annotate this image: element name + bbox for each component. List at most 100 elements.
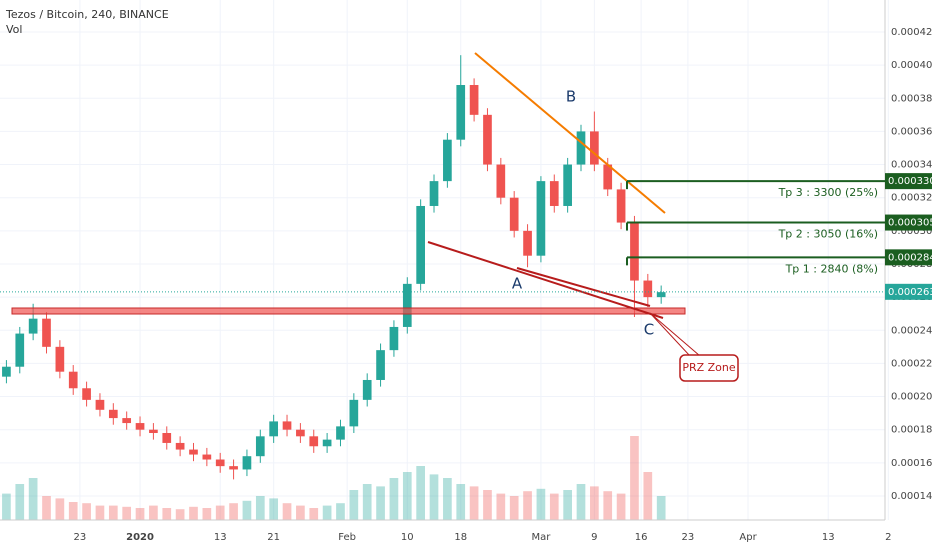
volume-bar — [15, 484, 25, 520]
volume-bar — [82, 503, 91, 520]
x-tick-label: 21 — [267, 532, 280, 543]
candle-body — [108, 409, 118, 419]
volume-bar — [229, 503, 238, 520]
candle-body — [189, 449, 198, 455]
volume-bar — [496, 493, 506, 520]
volume-bar — [563, 490, 572, 520]
wave-label: C — [644, 321, 654, 339]
volume-bar — [42, 496, 51, 520]
volume-bar — [402, 472, 412, 520]
volume-bar — [95, 505, 105, 520]
volume-bar — [242, 500, 252, 520]
volume-bar — [68, 502, 78, 520]
volume-bar — [389, 478, 399, 520]
candle-body — [549, 181, 559, 206]
volume-bar — [175, 509, 185, 520]
price-label-box — [885, 173, 932, 190]
y-tick-label: 0.0004200 — [891, 27, 932, 38]
volume-bar — [149, 505, 158, 520]
x-tick-label: Mar — [531, 532, 551, 543]
candle-body — [322, 439, 332, 447]
volume-bar — [616, 493, 626, 520]
volume-bar — [416, 466, 425, 520]
callout-box — [679, 354, 739, 382]
y-tick-label: 0.0001400 — [891, 491, 932, 502]
price-label: 0.0003300 — [888, 176, 932, 187]
volume-bar — [189, 506, 198, 520]
candle-layer — [2, 55, 666, 480]
x-tick-label: 16 — [635, 532, 648, 543]
x-tick-label: 10 — [401, 532, 414, 543]
candle-body — [349, 399, 359, 427]
x-tick-label: 9 — [591, 532, 597, 543]
callout-pointer — [649, 312, 702, 357]
volume-bar — [296, 505, 305, 520]
price-label-box — [885, 214, 932, 231]
wave-label: B — [566, 88, 576, 106]
candle-body — [483, 114, 492, 165]
candle-body — [656, 292, 666, 298]
candle-body — [215, 459, 225, 467]
x-tick-label: 13 — [214, 532, 227, 543]
candle-body — [523, 230, 532, 256]
price-label-box — [885, 283, 932, 300]
volume-bar — [135, 508, 145, 520]
candle-body — [509, 197, 519, 231]
candle-body — [282, 421, 292, 430]
volume-bar — [362, 484, 372, 520]
x-tick-label: 18 — [454, 532, 467, 543]
candle-body — [82, 388, 91, 400]
x-tick-label: 2020 — [126, 532, 154, 543]
volume-bar — [643, 472, 653, 520]
candle-body — [28, 318, 38, 334]
x-tick-label: 23 — [682, 532, 695, 543]
volume-bar — [536, 488, 546, 520]
candle-body — [95, 399, 105, 410]
callout-text: PRZ Zone — [682, 361, 736, 374]
candle-body — [55, 346, 65, 372]
y-tick-label: 0.0001800 — [891, 425, 932, 436]
volume-bar — [108, 505, 118, 520]
y-tick-label: 0.0002000 — [891, 392, 932, 403]
indicator-label: Vol — [6, 23, 22, 36]
volume-bar — [269, 498, 279, 520]
volume-bar — [443, 478, 452, 520]
candle-body — [202, 454, 212, 460]
volume-bar — [2, 493, 11, 520]
volume-bar — [549, 493, 559, 520]
volume-bar — [336, 503, 345, 520]
prz-zone — [11, 307, 686, 315]
volume-bar — [309, 508, 319, 520]
volume-bar — [322, 505, 332, 520]
candle-body — [296, 429, 305, 437]
y-tick-label: 0.0002400 — [891, 325, 932, 336]
volume-bar — [282, 503, 292, 520]
volume-bar — [509, 496, 519, 520]
x-tick-label: Feb — [338, 532, 356, 543]
candle-body — [429, 181, 439, 206]
target-text: Tp 1 : 2840 (8%) — [785, 262, 878, 275]
volume-bar — [28, 478, 38, 520]
candle-body — [402, 283, 412, 327]
candle-body — [443, 139, 452, 182]
trendline — [516, 267, 651, 307]
y-tick-label: 0.0003000 — [891, 226, 932, 237]
candle-body — [376, 350, 385, 380]
x-tick-label: Apr — [739, 532, 757, 543]
candle-body — [68, 371, 78, 389]
volume-bar — [122, 506, 132, 520]
volume-bar — [483, 490, 492, 520]
candle-body — [42, 318, 51, 347]
volume-bar — [376, 486, 385, 520]
candle-body — [389, 326, 399, 351]
candle-body — [242, 456, 252, 470]
candle-body — [2, 366, 11, 377]
volume-bar — [55, 498, 65, 520]
candle-body — [229, 466, 238, 470]
candle-body — [362, 379, 372, 400]
volume-layer — [2, 436, 666, 520]
target-text: Tp 3 : 3300 (25%) — [778, 186, 878, 199]
y-tick-label: 0.0003600 — [891, 126, 932, 137]
candle-body — [255, 436, 265, 457]
target-text: Tp 2 : 3050 (16%) — [778, 228, 878, 241]
